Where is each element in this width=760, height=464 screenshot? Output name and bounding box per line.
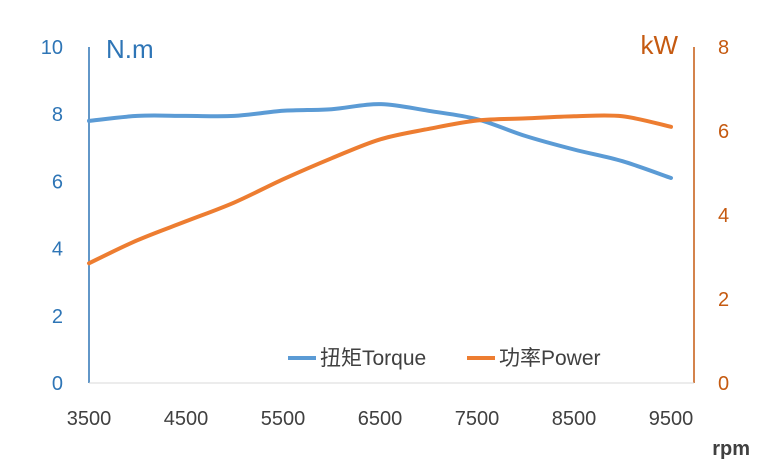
x-tick-label: 7500 [455,408,500,430]
x-tick-label: 8500 [552,408,597,430]
x-tick-label: 9500 [649,408,694,430]
x-axis-ticks: 3500 4500 5500 6500 7500 8500 9500 [67,408,694,430]
torque-line [87,102,673,180]
left-tick-label: 2 [52,306,63,328]
left-tick-label: 0 [52,373,63,395]
x-tick-label: 4500 [164,408,209,430]
left-tick-label: 8 [52,104,63,126]
x-tick-label: 6500 [358,408,403,430]
series-lines [87,102,673,266]
left-tick-label: 4 [52,239,63,261]
right-tick-label: 0 [718,373,729,395]
left-axis-ticks: 0 2 4 6 8 10 [41,37,63,395]
right-tick-label: 6 [718,121,729,143]
left-tick-label: 6 [52,171,63,193]
right-tick-label: 2 [718,289,729,311]
power-line [87,113,673,266]
left-axis-unit: N.m [106,34,154,64]
right-tick-label: 8 [718,37,729,59]
legend-label-power: 功率Power [499,347,601,370]
left-tick-label: 10 [41,37,63,59]
right-axis-unit: kW [640,30,678,60]
legend-label-torque: 扭矩Torque [320,347,426,370]
x-tick-label: 5500 [261,408,306,430]
x-axis-label: rpm [712,438,750,460]
legend: 扭矩Torque 功率Power [288,347,601,370]
x-tick-label: 3500 [67,408,112,430]
right-axis-ticks: 0 2 4 6 8 [718,37,729,395]
right-tick-label: 4 [718,205,729,227]
